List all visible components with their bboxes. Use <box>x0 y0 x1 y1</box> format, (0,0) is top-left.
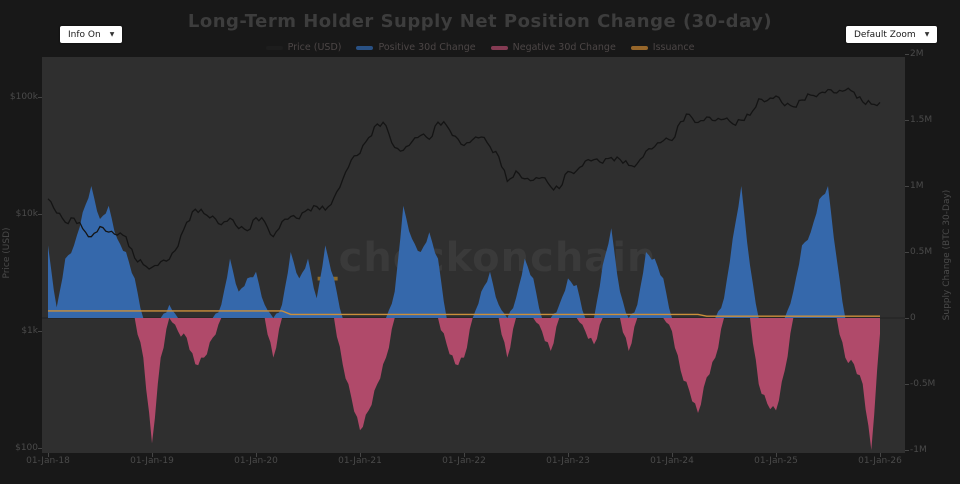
zoom-preset-dropdown[interactable]: Default Zoom ▼ <box>846 26 938 43</box>
legend-swatch <box>490 45 508 50</box>
positive-change-area <box>48 186 880 318</box>
tick-mark <box>905 450 909 451</box>
legend-item-issuance[interactable]: Issuance <box>630 42 695 53</box>
x-axis-tick: 01-Jan-24 <box>650 456 694 466</box>
y-axis-right-tick: -0.5M <box>910 379 936 389</box>
x-axis-tick: 01-Jan-25 <box>754 456 798 466</box>
tick-mark <box>38 331 42 332</box>
x-axis-tick: 01-Jan-18 <box>26 456 70 466</box>
y-axis-right-tick: 0.5M <box>910 247 933 257</box>
chevron-down-icon: ▼ <box>924 31 930 38</box>
y-axis-left-tick: $100 <box>15 443 38 453</box>
tick-mark <box>905 120 909 121</box>
tick-mark <box>360 453 361 457</box>
tick-mark <box>48 453 49 457</box>
legend-item-negative[interactable]: Negative 30d Change <box>490 42 616 53</box>
issuance-line <box>48 310 880 317</box>
zoom-preset-value: Default Zoom <box>854 29 916 40</box>
y-axis-left-tick: $100k <box>9 92 38 102</box>
tick-mark <box>464 453 465 457</box>
x-axis-tick: 01-Jan-20 <box>234 456 278 466</box>
chart-legend: Price (USD) Positive 30d Change Negative 3… <box>0 42 960 53</box>
tick-mark <box>38 214 42 215</box>
tick-mark <box>905 252 909 253</box>
y-axis-right-tick: -1M <box>910 445 927 455</box>
legend-swatch <box>265 45 283 50</box>
tick-mark <box>672 453 673 457</box>
tick-mark <box>38 97 42 98</box>
x-axis-tick: 01-Jan-19 <box>130 456 174 466</box>
y-axis-right-tick: 1M <box>910 181 924 191</box>
y-axis-left-tick: $10k <box>15 209 38 219</box>
negative-change-area <box>48 318 880 450</box>
chart-canvas[interactable] <box>42 57 905 453</box>
info-toggle-dropdown[interactable]: Info On ▼ <box>60 26 123 43</box>
legend-swatch <box>356 45 374 50</box>
y-axis-right-title: Supply Change (BTC 30-Day) <box>942 189 952 321</box>
chart-title: Long-Term Holder Supply Net Position Cha… <box>187 11 773 32</box>
x-axis-tick: 01-Jan-23 <box>546 456 590 466</box>
x-axis-tick: 01-Jan-22 <box>442 456 486 466</box>
tick-mark <box>880 453 881 457</box>
info-toggle-value: Info On <box>68 29 101 40</box>
legend-label: Positive 30d Change <box>378 42 476 53</box>
x-axis-tick: 01-Jan-26 <box>858 456 902 466</box>
plot-area[interactable]: _checkonchain <box>42 57 905 453</box>
y-axis-right-tick: 2M <box>910 49 924 59</box>
legend-swatch <box>630 45 648 50</box>
legend-item-positive[interactable]: Positive 30d Change <box>356 42 476 53</box>
tick-mark <box>568 453 569 457</box>
tick-mark <box>152 453 153 457</box>
y-axis-left-title: Price (USD) <box>2 227 12 279</box>
y-axis-left-tick: $1k <box>21 326 38 336</box>
tick-mark <box>905 384 909 385</box>
tick-mark <box>905 186 909 187</box>
tick-mark <box>905 318 909 319</box>
price-line <box>47 87 881 270</box>
tick-mark <box>38 448 42 449</box>
legend-label: Negative 30d Change <box>512 42 616 53</box>
y-axis-right-tick: 1.5M <box>910 115 933 125</box>
legend-label: Price (USD) <box>287 42 342 53</box>
tick-mark <box>776 453 777 457</box>
x-axis-tick: 01-Jan-21 <box>338 456 382 466</box>
legend-label: Issuance <box>652 42 695 53</box>
tick-mark <box>256 453 257 457</box>
legend-item-price[interactable]: Price (USD) <box>265 42 342 53</box>
y-axis-right-tick: 0 <box>910 313 916 323</box>
tick-mark <box>905 54 909 55</box>
chevron-down-icon: ▼ <box>109 31 115 38</box>
